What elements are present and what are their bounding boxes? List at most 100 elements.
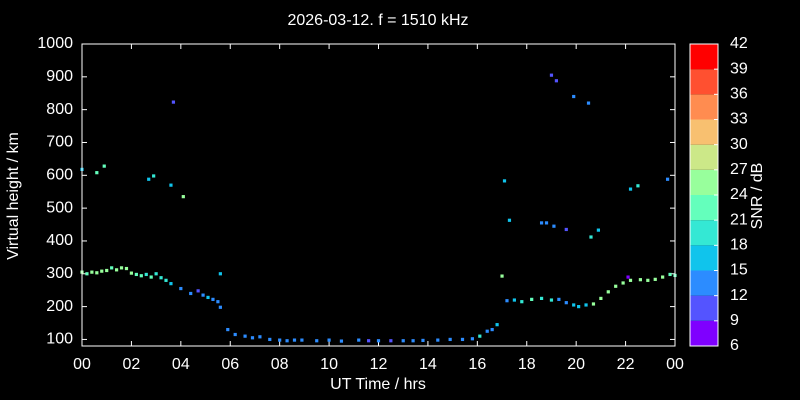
data-point — [181, 195, 185, 199]
data-point — [470, 337, 474, 341]
data-point — [367, 339, 371, 343]
plot-frame — [81, 43, 676, 347]
data-point — [315, 339, 319, 343]
data-point — [549, 73, 554, 77]
y-axis-label: Virtual height / km — [5, 132, 22, 260]
data-point — [268, 337, 272, 342]
y-tick-label: 200 — [46, 298, 73, 315]
data-point — [577, 305, 581, 309]
data-point — [421, 338, 425, 343]
colorbar-tick-label: 6 — [730, 337, 739, 354]
data-point — [401, 339, 405, 343]
data-point — [621, 281, 625, 285]
data-point — [129, 271, 134, 275]
data-point — [549, 298, 554, 302]
colorbar-band — [690, 94, 718, 120]
data-point — [327, 338, 331, 342]
data-point — [206, 295, 210, 300]
data-point — [512, 298, 516, 302]
data-point — [216, 300, 220, 304]
data-point — [144, 272, 148, 277]
colorbar-tick-label: 39 — [730, 60, 748, 77]
data-point — [520, 300, 524, 304]
data-point — [646, 278, 650, 282]
data-point — [552, 224, 556, 228]
data-point — [134, 272, 138, 277]
data-point — [485, 329, 489, 333]
data-point — [544, 221, 549, 225]
colorbar-tick-label: 42 — [730, 35, 748, 52]
data-point — [95, 271, 99, 275]
data-point — [478, 334, 482, 338]
data-point — [233, 332, 237, 337]
x-tick-label: 06 — [221, 356, 239, 373]
data-point — [628, 187, 633, 191]
data-point — [614, 284, 618, 288]
data-point — [243, 334, 247, 338]
data-point — [114, 268, 119, 272]
data-point — [460, 337, 465, 342]
data-point — [300, 338, 304, 342]
data-point — [638, 278, 643, 282]
data-point — [539, 296, 544, 301]
data-point — [584, 303, 588, 307]
data-point — [218, 305, 222, 309]
data-point — [278, 338, 282, 342]
data-point — [250, 336, 255, 340]
data-point — [258, 335, 262, 339]
data-point — [211, 297, 215, 301]
data-point — [102, 164, 106, 168]
chart-title: 2026-03-12. f = 1510 kHz — [287, 12, 468, 29]
y-tick-label: 600 — [46, 167, 73, 184]
data-point — [90, 270, 94, 274]
data-point — [502, 179, 507, 183]
data-point — [376, 339, 381, 343]
data-point — [665, 177, 670, 181]
colorbar-band — [690, 295, 718, 321]
data-point — [159, 276, 163, 280]
x-axis-label: UT Time / hrs — [330, 376, 426, 393]
data-point — [564, 301, 568, 305]
x-tick-label: 00 — [666, 356, 684, 373]
data-point — [626, 275, 630, 279]
x-tick-label: 08 — [271, 356, 289, 373]
data-point — [147, 177, 151, 181]
x-tick-label: 02 — [123, 356, 141, 373]
y-tick-label: 100 — [46, 331, 73, 348]
y-tick-label: 700 — [46, 134, 73, 151]
colorbar-tick-label: 9 — [730, 312, 739, 329]
y-tick-label: 500 — [46, 199, 73, 216]
colorbar-tick-label: 18 — [730, 237, 748, 254]
x-tick-label: 00 — [73, 356, 91, 373]
colorbar-tick-label: 15 — [730, 262, 748, 279]
data-point — [139, 274, 143, 278]
data-point — [599, 296, 603, 301]
data-point — [539, 221, 544, 225]
data-point — [201, 293, 205, 297]
colorbar-band — [690, 169, 718, 195]
colorbar-band — [690, 119, 718, 145]
data-point — [596, 228, 601, 232]
colorbar-tick-label: 21 — [730, 211, 748, 228]
data-point — [124, 266, 129, 271]
data-point — [171, 100, 176, 104]
data-point — [169, 183, 173, 187]
data-point — [572, 303, 576, 307]
data-point — [149, 275, 153, 279]
data-point — [557, 297, 561, 301]
colorbar-tick-label: 12 — [730, 287, 748, 304]
x-tick-label: 22 — [617, 356, 635, 373]
data-point — [357, 338, 361, 342]
x-tick-label: 14 — [419, 356, 437, 373]
data-point — [572, 94, 576, 99]
colorbar-band — [690, 320, 718, 346]
y-tick-label: 1000 — [37, 35, 73, 52]
data-point — [606, 290, 610, 294]
data-point — [119, 266, 124, 270]
colorbar-tick-label: 33 — [730, 111, 748, 128]
data-point — [285, 339, 289, 343]
colorbar-tick-label: 36 — [730, 86, 748, 103]
data-point — [152, 174, 156, 178]
